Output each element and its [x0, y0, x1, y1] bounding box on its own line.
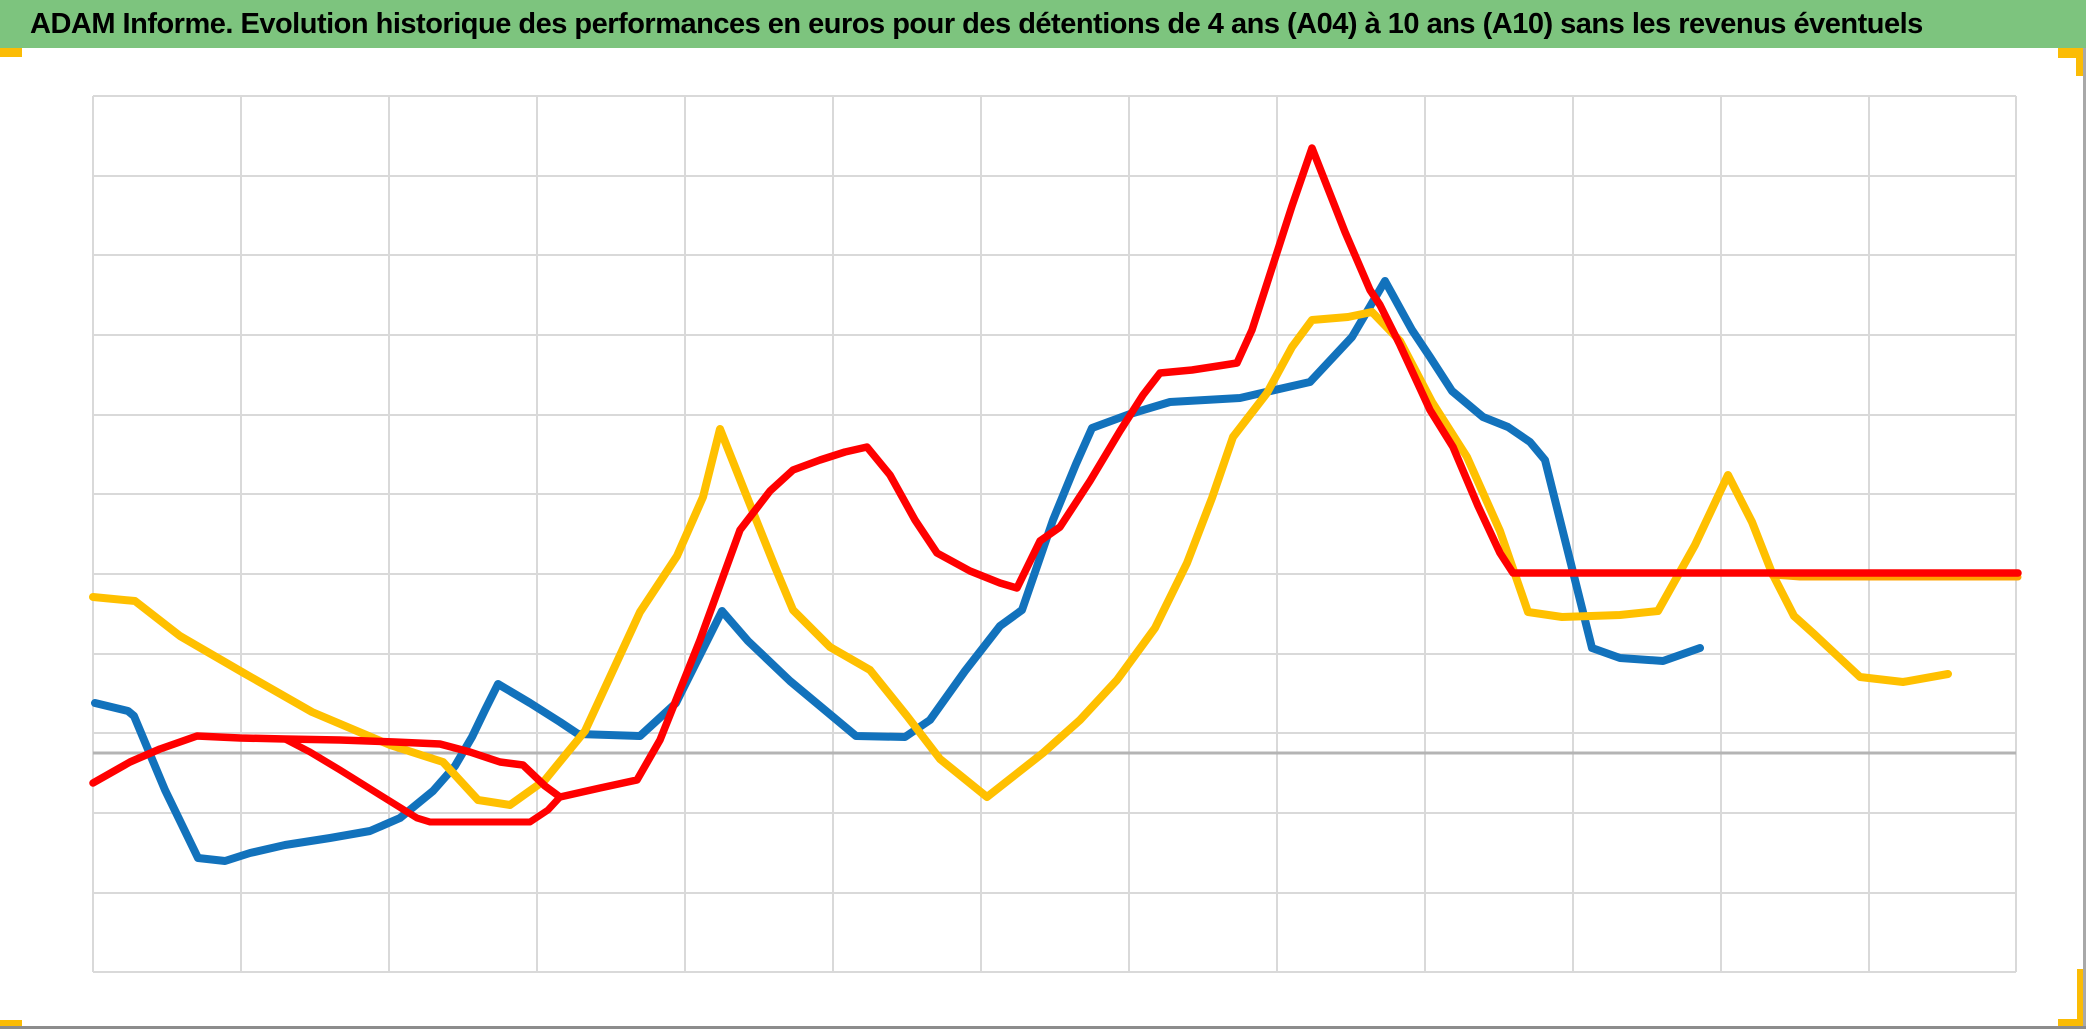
- page-border-bottom: [0, 1026, 2086, 1029]
- series-blue-line: [91, 277, 1704, 865]
- chart-title: ADAM Informe. Evolution historique des p…: [30, 7, 1923, 40]
- selection-corner-bottom-right-h: [2058, 1019, 2086, 1028]
- selection-corner-top-right-v: [2076, 48, 2086, 76]
- series-red-line: [89, 144, 2022, 801]
- series-red-low-branch-line: [281, 735, 564, 826]
- selection-corner-top-left: [0, 48, 22, 57]
- selection-corner-top-right-h: [2058, 48, 2086, 58]
- chart-title-bar: ADAM Informe. Evolution historique des p…: [0, 0, 2086, 48]
- selection-corner-bottom-right-v: [2077, 969, 2086, 1027]
- selection-corner-bottom-left: [0, 1020, 22, 1029]
- series-gold-line: [89, 308, 1952, 809]
- page-border-right: [2083, 48, 2086, 1028]
- chart-series: [89, 144, 2022, 865]
- gridlines: [92, 95, 2017, 973]
